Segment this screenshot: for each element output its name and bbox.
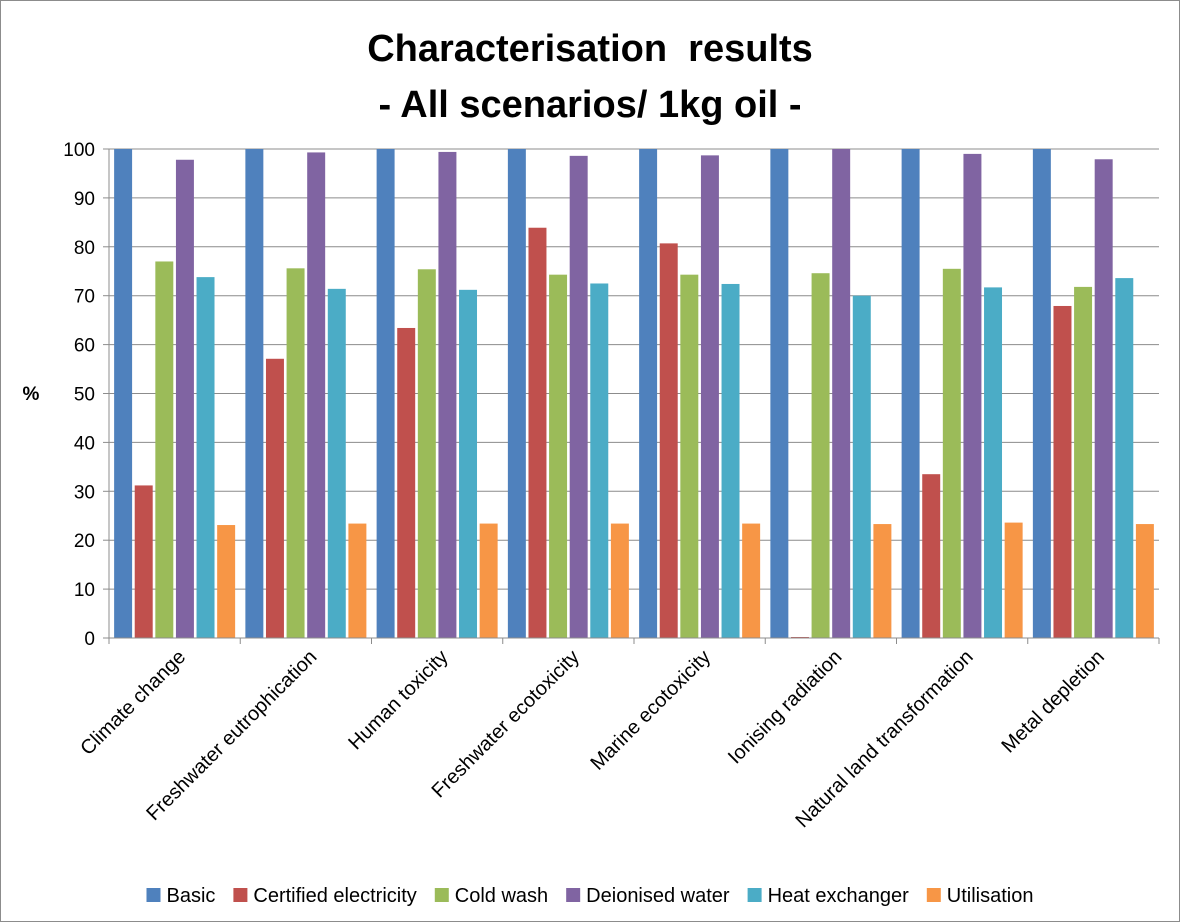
legend: Basic Certified electricity Cold wash Deion… [146,885,1034,907]
bar-heat-exchanger [327,288,346,638]
bar-deionised-water [438,151,457,638]
bar-cold-wash [680,274,699,638]
bar-basic [376,149,395,638]
legend-item: Certified electricity [233,885,417,907]
bar-cold-wash [417,269,436,638]
bar-cold-wash [155,261,174,638]
legend-label: Heat exchanger [768,885,910,907]
bar-certified-electricity [397,327,416,638]
x-tick-label: Metal depletion [997,646,1108,757]
bar-cold-wash [1074,286,1093,638]
gridlines [109,148,1159,639]
bar-heat-exchanger [590,283,609,638]
legend-item: Cold wash [434,885,548,907]
bar-basic [1032,149,1051,638]
y-axis-label: % [23,384,40,405]
legend-swatch [434,888,449,902]
x-tick-label: Marine ecotoxicity [586,646,715,775]
legend-swatch [146,888,161,902]
bar-basic [770,149,789,638]
bar-heat-exchanger [852,295,871,638]
x-tick-label: Ionising radiation [724,646,846,768]
x-tick-label: Climate change [76,646,190,760]
bar-basic [901,149,920,638]
bar-utilisation [742,523,761,638]
y-tick-label: 80 [74,238,95,259]
bar-cold-wash [811,273,830,638]
bar-basic [507,149,526,638]
bar-utilisation [610,523,629,638]
y-tick-label: 0 [84,629,95,650]
legend-label: Utilisation [947,885,1034,907]
legend-swatch [926,888,941,902]
bar-cold-wash [942,268,961,638]
bar-utilisation [1004,522,1023,638]
legend-label: Certified electricity [253,885,416,907]
legend-label: Basic [166,885,215,907]
bar-heat-exchanger [1115,278,1134,638]
y-tick-label: 40 [74,433,95,454]
legend-item: Deionised water [566,885,730,907]
x-tick-label: Human toxicity [344,646,452,754]
chart-title: Characterisation results [367,28,813,70]
bar-utilisation [1135,524,1154,638]
bar-cold-wash [286,268,305,638]
legend-item: Heat exchanger [747,885,910,907]
bar-utilisation [873,524,892,638]
y-tick-label: 20 [74,531,95,552]
y-tick-label: 10 [74,580,95,601]
bar-basic [114,149,133,638]
bars [114,149,1154,639]
bar-certified-electricity [659,243,678,638]
bar-utilisation [348,523,367,638]
bar-deionised-water [700,155,719,639]
bar-deionised-water [175,159,194,638]
chart-subtitle: - All scenarios/ 1kg oil - [378,84,801,126]
bar-deionised-water [832,149,851,638]
bar-deionised-water [963,153,982,638]
bar-cold-wash [549,274,568,638]
y-tick-label: 50 [74,385,95,406]
y-tick-label: 30 [74,482,95,503]
bar-deionised-water [569,155,588,638]
legend-swatch [747,888,762,902]
bar-basic [245,149,264,638]
bar-basic [639,149,658,638]
bar-heat-exchanger [721,283,740,638]
bar-certified-electricity [1053,305,1072,638]
legend-item: Basic [146,885,215,907]
x-tick-label: Freshwater ecotoxicity [428,646,584,802]
bar-heat-exchanger [984,287,1003,638]
legend-label: Deionised water [586,885,730,907]
bar-certified-electricity [134,485,153,638]
bar-heat-exchanger [196,277,215,638]
bar-heat-exchanger [459,289,478,638]
legend-label: Cold wash [455,885,548,907]
bar-certified-electricity [265,358,284,638]
bar-utilisation [479,523,498,638]
y-tick-label: 90 [74,189,95,210]
legend-swatch [566,888,581,902]
bar-deionised-water [1094,159,1113,638]
y-tick-label: 100 [63,140,95,161]
legend-swatch [233,888,248,902]
legend-item: Utilisation [926,885,1034,907]
bar-certified-electricity [922,474,941,638]
bar-utilisation [217,525,236,638]
bar-deionised-water [307,152,326,639]
y-tick-label: 70 [74,287,95,308]
y-tick-label: 60 [74,336,95,357]
bar-certified-electricity [528,227,547,639]
